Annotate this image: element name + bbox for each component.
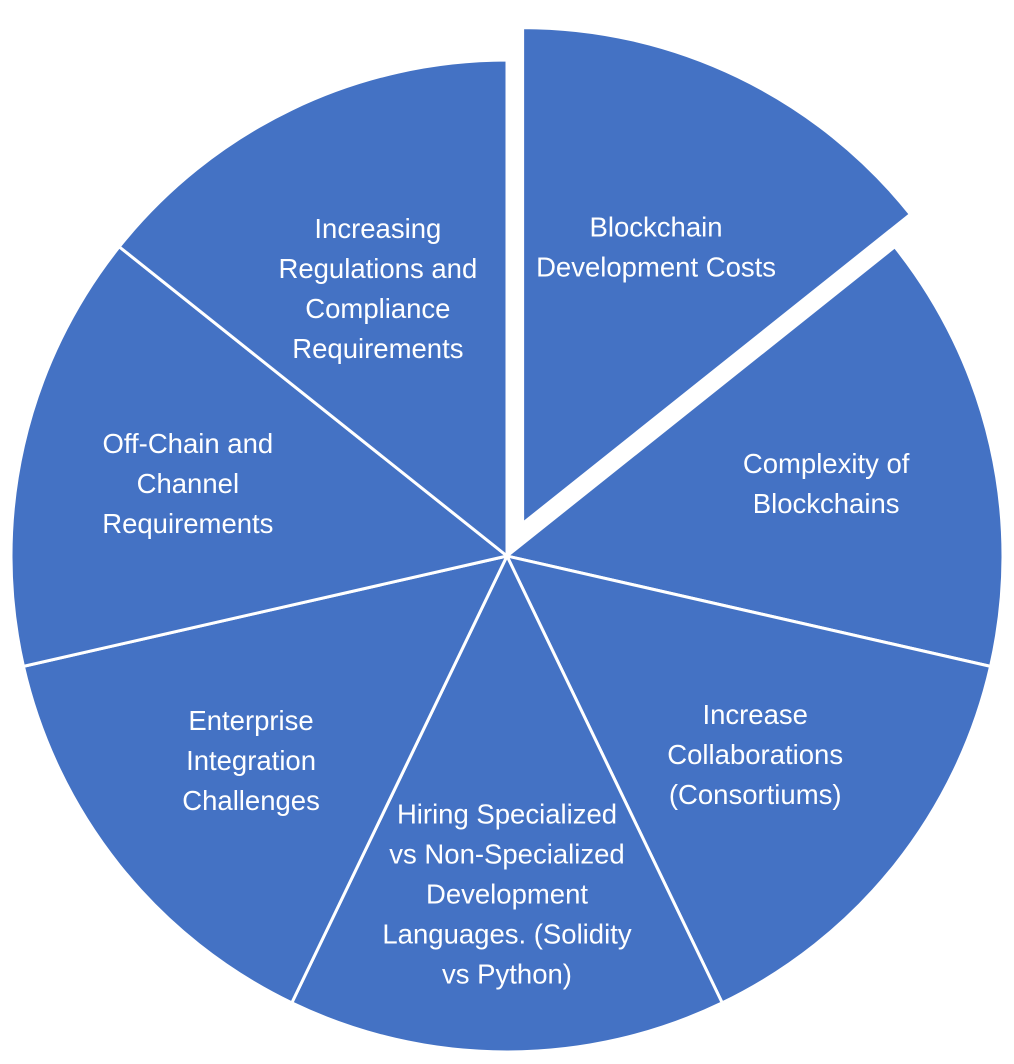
- label-line: vs Non-Specialized: [389, 838, 624, 869]
- label-line: Requirements: [292, 333, 463, 364]
- label-increase-collaborations: Increase Collaborations (Consortiums): [667, 699, 843, 810]
- sector-hiring-specialized: [289, 552, 725, 1054]
- label-line: Blockchain: [590, 211, 723, 242]
- label-enterprise-integration: Enterprise Integration Challenges: [182, 705, 320, 816]
- sector-complexity-of-blockchains: [503, 244, 1005, 669]
- pie-sectors: [9, 26, 1005, 1054]
- label-off-chain-channel: Off-Chain and Channel Requirements: [102, 428, 273, 539]
- label-line: Compliance: [305, 293, 450, 324]
- label-line: Development Costs: [536, 251, 776, 282]
- label-increasing-regulations: Increasing Regulations and Compliance Requi…: [278, 213, 477, 364]
- label-line: Languages. (Solidity: [382, 918, 631, 949]
- label-blockchain-development-costs: Blockchain Development Costs: [536, 211, 776, 282]
- sector-enterprise-integration: [21, 553, 510, 1005]
- label-line: Increasing: [314, 213, 441, 244]
- label-line: Enterprise: [188, 705, 313, 736]
- label-line: Challenges: [182, 785, 320, 816]
- label-line: Development: [426, 878, 588, 909]
- label-hiring-specialized: Hiring Specialized vs Non-Specialized Deve…: [382, 798, 631, 989]
- sector-off-chain-channel: [9, 244, 511, 669]
- label-line: Blockchains: [753, 488, 900, 519]
- label-line: Off-Chain and: [102, 428, 273, 459]
- label-line: Channel: [137, 468, 239, 499]
- label-line: Requirements: [102, 508, 273, 539]
- label-complexity-of-blockchains: Complexity of Blockchains: [743, 448, 910, 519]
- sector-increase-collaborations: [504, 553, 993, 1005]
- sector-blockchain-development-costs: [521, 26, 913, 527]
- pie-labels: Blockchain Development Costs Complexity of…: [102, 211, 910, 989]
- label-line: (Consortiums): [669, 779, 842, 810]
- sector-increasing-regulations: [117, 58, 509, 560]
- label-line: Hiring Specialized: [397, 798, 617, 829]
- label-line: Increase: [702, 699, 807, 730]
- label-line: vs Python): [442, 958, 572, 989]
- label-line: Integration: [186, 745, 316, 776]
- label-line: Complexity of: [743, 448, 910, 479]
- label-line: Regulations and: [278, 253, 477, 284]
- label-line: Collaborations: [667, 739, 843, 770]
